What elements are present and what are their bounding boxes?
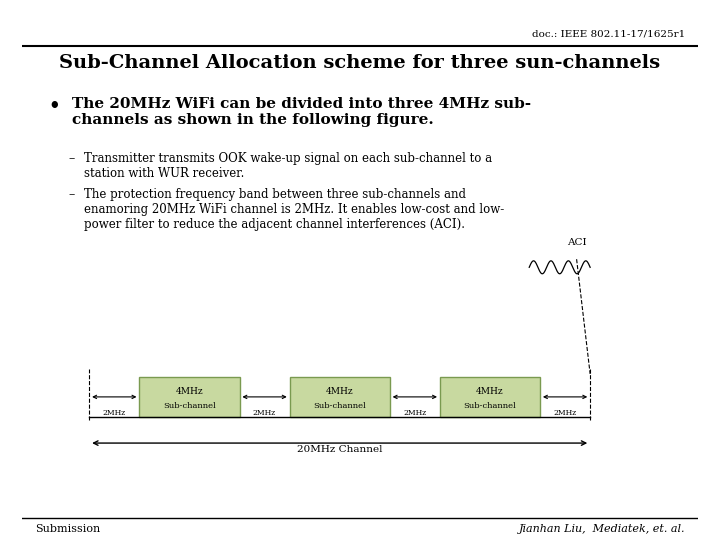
Text: –: – (69, 152, 75, 165)
Text: The protection frequency band between three sub-channels and
enamoring 20MHz WiF: The protection frequency band between th… (84, 188, 504, 232)
Text: 2MHz: 2MHz (103, 409, 126, 417)
Text: 4MHz: 4MHz (476, 387, 504, 396)
Text: 4MHz: 4MHz (176, 387, 203, 396)
FancyBboxPatch shape (140, 377, 240, 417)
Text: •: • (49, 97, 60, 115)
Text: Sub-channel: Sub-channel (163, 402, 216, 409)
Text: Transmitter transmits OOK wake-up signal on each sub-channel to a
station with W: Transmitter transmits OOK wake-up signal… (84, 152, 492, 180)
FancyBboxPatch shape (289, 377, 390, 417)
FancyBboxPatch shape (440, 377, 540, 417)
Text: doc.: IEEE 802.11-17/1625r1: doc.: IEEE 802.11-17/1625r1 (531, 30, 685, 39)
Text: 4MHz: 4MHz (326, 387, 354, 396)
Text: 2MHz: 2MHz (403, 409, 426, 417)
Text: Jianhan Liu,  Mediatek, et. al.: Jianhan Liu, Mediatek, et. al. (518, 524, 685, 534)
Text: Sub-channel: Sub-channel (464, 402, 516, 409)
Text: 2MHz: 2MHz (253, 409, 276, 417)
Text: 2MHz: 2MHz (554, 409, 577, 417)
Text: –: – (69, 188, 75, 201)
Text: Submission: Submission (35, 524, 100, 534)
Text: Sub-channel: Sub-channel (313, 402, 366, 409)
Text: 20MHz Channel: 20MHz Channel (297, 445, 382, 454)
Text: ACI: ACI (567, 238, 586, 247)
Text: Sub-Channel Allocation scheme for three sun-channels: Sub-Channel Allocation scheme for three … (60, 54, 660, 72)
Text: The 20MHz WiFi can be divided into three 4MHz sub-
channels as shown in the foll: The 20MHz WiFi can be divided into three… (72, 97, 531, 127)
